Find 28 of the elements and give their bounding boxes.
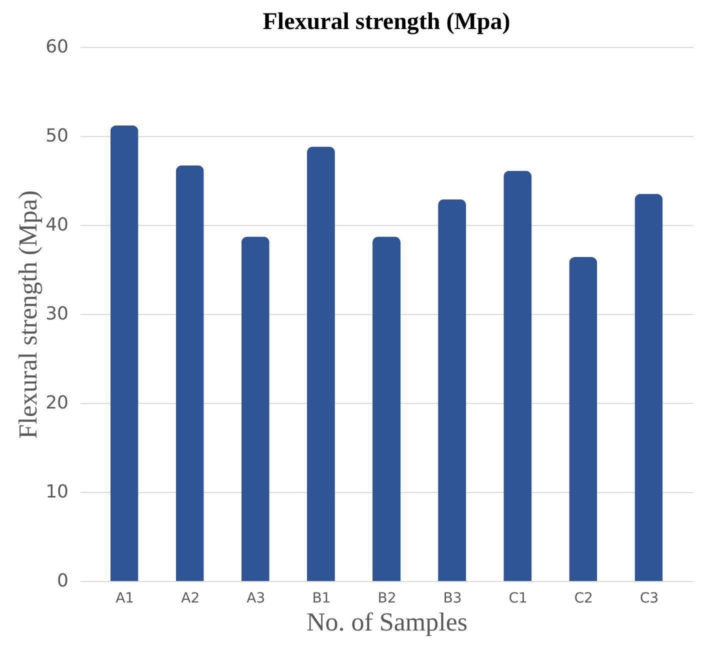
- bar: [176, 165, 204, 581]
- x-tick-label: B2: [378, 590, 396, 606]
- bar: [634, 194, 663, 581]
- y-tick-label: 10: [46, 482, 68, 502]
- bar: [504, 170, 532, 581]
- x-tick-label: B1: [312, 590, 331, 606]
- y-axis-title: Flexural strength (Mpa): [14, 190, 43, 439]
- x-tick-label: A2: [181, 590, 200, 606]
- y-tick-label: 0: [57, 570, 68, 592]
- x-axis-title: No. of Samples: [306, 608, 468, 636]
- bar: [110, 125, 138, 581]
- chart-title: Flexural strength (Mpa): [262, 9, 510, 35]
- y-tick-label: 50: [46, 126, 68, 146]
- x-tick-label: A3: [246, 590, 266, 606]
- bar: [241, 236, 270, 581]
- y-tick-label: 60: [46, 36, 68, 58]
- bar: [306, 146, 335, 581]
- x-tick-label: A1: [116, 590, 134, 606]
- y-tick-label: 20: [46, 392, 68, 414]
- x-tick-label: B3: [443, 590, 462, 606]
- y-tick-label: 30: [46, 304, 68, 324]
- x-tick-label: C1: [508, 590, 528, 606]
- bar: [569, 257, 598, 581]
- bar: [372, 236, 400, 581]
- bar: [438, 199, 466, 581]
- x-tick-label: C2: [574, 590, 593, 606]
- x-tick-label: C3: [640, 590, 659, 606]
- y-tick-label: 40: [46, 214, 68, 236]
